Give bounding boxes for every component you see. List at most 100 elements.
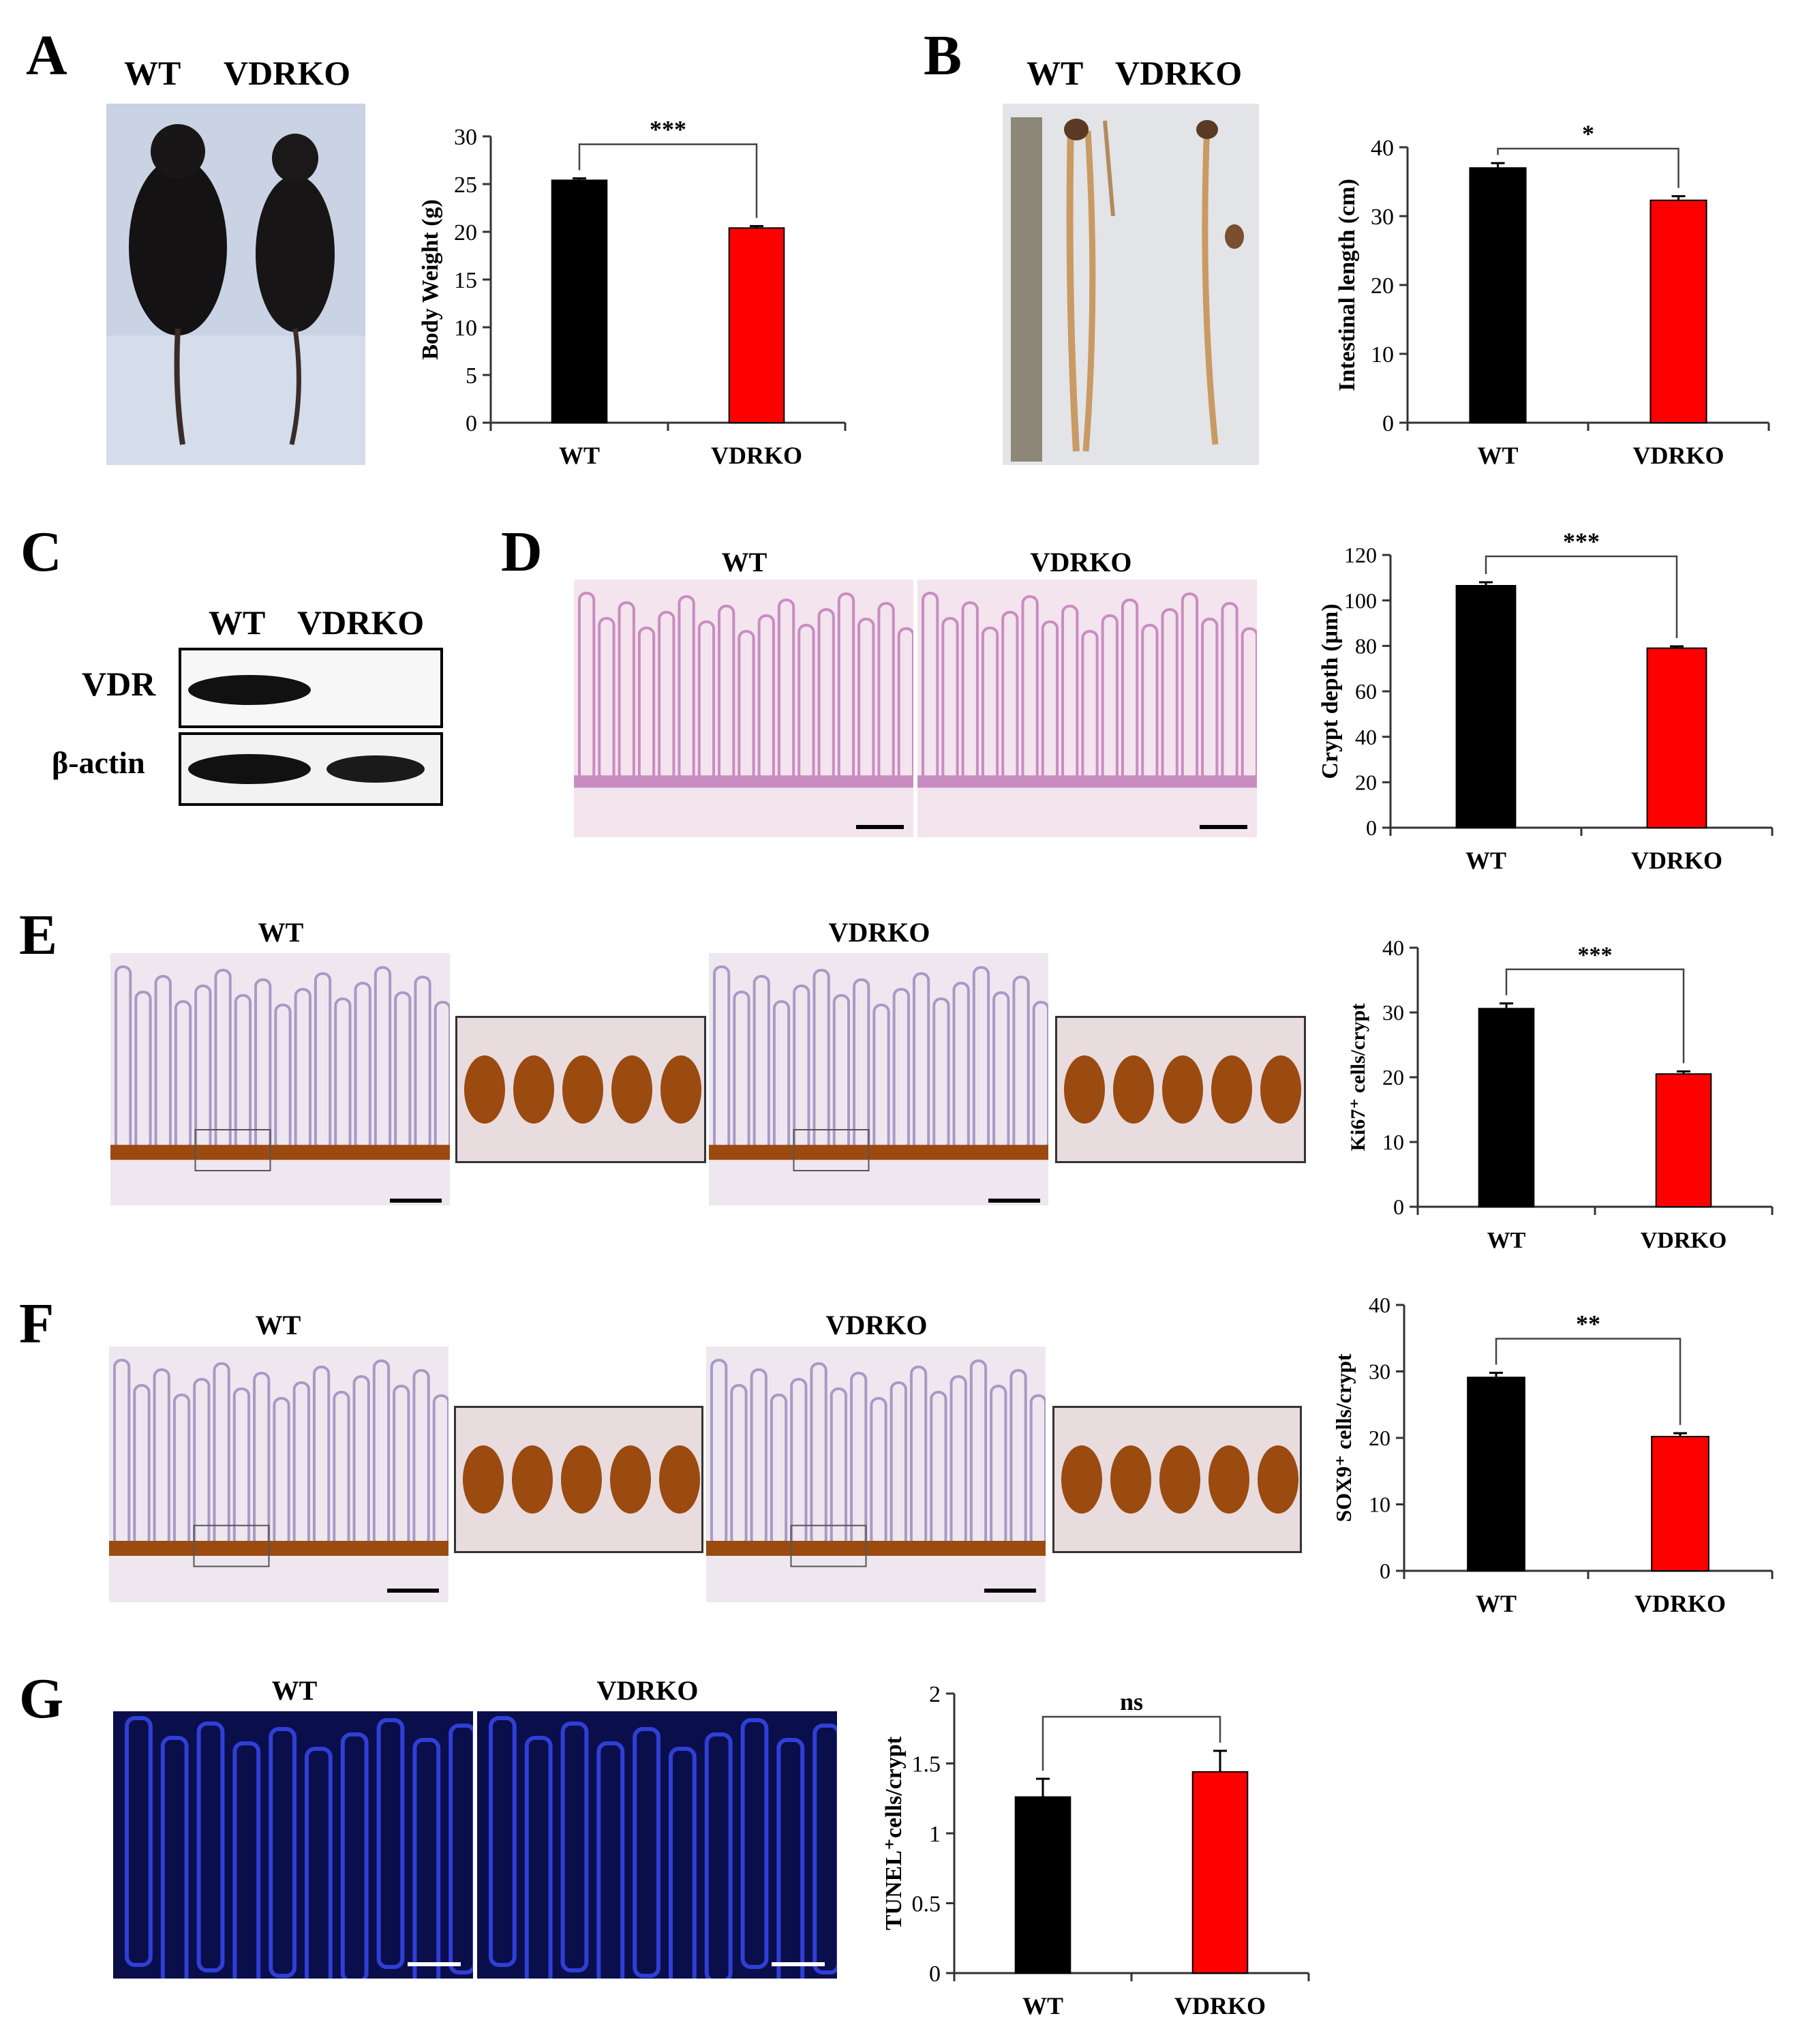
y-tick-label: 30 xyxy=(454,125,477,150)
y-tick-label: 0 xyxy=(929,1962,941,1987)
y-tick-label: 20 xyxy=(1371,273,1394,299)
vdr-blot xyxy=(179,648,443,728)
y-tick-label: 40 xyxy=(1371,136,1394,161)
panel-f-vdrko-label: VDRKO xyxy=(825,1310,928,1340)
ki67-chart: 0 10 20 30 40 Ki67⁺ cells/crypt WT VDRKO *** xyxy=(1347,935,1774,1253)
panel-letter-e: E xyxy=(19,903,58,967)
y-tick-label: 0 xyxy=(1393,1194,1404,1219)
y-tick-label: 100 xyxy=(1344,588,1377,613)
y-tick-label: 1 xyxy=(929,1822,941,1847)
panel-letter-c: C xyxy=(20,520,62,584)
scale-bar xyxy=(772,1962,825,1966)
bar-vdrko xyxy=(1191,1771,1249,1974)
y-tick-label: 10 xyxy=(1382,1130,1404,1154)
x-tick-label: WT xyxy=(1477,442,1518,469)
bar-vdrko xyxy=(1655,1073,1712,1207)
x-tick-label: VDRKO xyxy=(1635,1590,1726,1617)
significance-label: ns xyxy=(1120,1688,1143,1715)
y-tick-label: 10 xyxy=(454,316,477,341)
crypt-depth-chart: 0 20 40 60 80 100 120 Crypt depth (μm) WT VDRKO **… xyxy=(1318,528,1774,874)
blot-row-actin-label: β-actin xyxy=(52,745,145,780)
y-tick-label: 0 xyxy=(1382,411,1394,436)
tissue-texture xyxy=(709,953,1048,1205)
tissue-texture xyxy=(477,1711,837,1979)
panel-a-vdrko-label: VDRKO xyxy=(224,54,351,92)
zoom-region-box xyxy=(790,1524,867,1567)
y-axis-label: Body Weight (g) xyxy=(418,199,443,360)
mouse-photo xyxy=(106,104,365,465)
tissue-texture xyxy=(574,580,913,837)
blot-row-vdr-label: VDR xyxy=(82,665,156,703)
x-tick-label: WT xyxy=(1487,1228,1526,1253)
y-tick-label: 10 xyxy=(1369,1492,1390,1517)
actin-blot xyxy=(179,732,443,806)
y-axis-label: TUNEL⁺cells/crypt xyxy=(881,1736,907,1930)
y-tick-label: 1.5 xyxy=(912,1752,941,1777)
y-tick-label: 40 xyxy=(1355,725,1377,749)
he-histology-vdrko xyxy=(917,580,1257,837)
significance-label: *** xyxy=(1563,528,1600,555)
panel-letter-a: A xyxy=(26,24,67,87)
tunel-chart: 0 0.5 1 1.5 2 TUNEL⁺cells/crypt WT VDRKO ns xyxy=(881,1682,1310,2019)
zoom-region-box xyxy=(193,1524,270,1567)
sox9-chart: 0 10 20 30 40 SOX9⁺ cells/crypt WT VDRKO ** xyxy=(1331,1293,1774,1617)
panel-b-vdrko-label: VDRKO xyxy=(1115,54,1243,92)
significance-bracket xyxy=(1042,1715,1221,1771)
scale-bar xyxy=(408,1962,461,1966)
y-tick-label: 2 xyxy=(929,1682,941,1707)
sox9-ihc-vdrko xyxy=(706,1347,1046,1602)
significance-label: *** xyxy=(650,116,686,143)
tissue-texture xyxy=(1054,1408,1300,1551)
y-tick-label: 20 xyxy=(454,220,477,245)
sox9-ihc-wt-zoom xyxy=(454,1406,703,1553)
y-tick-label: 40 xyxy=(1382,935,1404,960)
x-tick-label: VDRKO xyxy=(1641,1228,1727,1253)
significance-bracket xyxy=(1497,147,1679,188)
tissue-texture xyxy=(110,953,450,1205)
y-tick-label: 15 xyxy=(454,268,477,293)
panel-c-vdrko-label: VDRKO xyxy=(297,603,425,642)
bar-vdrko xyxy=(1651,1436,1709,1572)
zoom-region-box xyxy=(194,1129,271,1171)
y-tick-label: 120 xyxy=(1344,543,1377,567)
y-tick-label: 20 xyxy=(1382,1065,1404,1089)
scale-bar xyxy=(984,1589,1036,1593)
y-tick-label: 80 xyxy=(1355,634,1377,659)
panel-g-wt-label: WT xyxy=(271,1675,318,1706)
significance-label: ** xyxy=(1576,1310,1600,1337)
bar-wt xyxy=(551,179,608,424)
significance-bracket xyxy=(1485,555,1678,638)
tunel-fluorescence-wt xyxy=(113,1711,473,1979)
panel-c-wt-label: WT xyxy=(209,603,266,642)
scale-bar xyxy=(856,825,904,829)
scale-bar xyxy=(390,1199,442,1203)
panel-d-wt-label: WT xyxy=(721,547,767,577)
bar-wt xyxy=(1455,585,1517,828)
panel-d-vdrko-label: VDRKO xyxy=(1030,547,1132,577)
y-tick-label: 25 xyxy=(454,172,477,198)
ki67-ihc-wt xyxy=(110,953,450,1205)
panel-letter-f: F xyxy=(19,1292,55,1355)
bar-vdrko xyxy=(728,227,785,423)
y-tick-label: 0 xyxy=(466,411,477,436)
scale-bar xyxy=(988,1199,1040,1203)
y-tick-label: 10 xyxy=(1371,342,1394,367)
y-tick-label: 60 xyxy=(1355,679,1377,704)
x-tick-label: WT xyxy=(559,442,600,469)
panel-e-wt-label: WT xyxy=(258,917,304,948)
significance-bracket xyxy=(1505,968,1685,1064)
x-tick-label: VDRKO xyxy=(1174,1992,1266,2019)
intestine-photo xyxy=(1003,104,1259,465)
x-tick-label: WT xyxy=(1465,847,1506,874)
tunel-fluorescence-vdrko xyxy=(477,1711,837,1979)
y-tick-label: 20 xyxy=(1355,770,1377,795)
tissue-texture xyxy=(113,1711,473,1979)
scale-bar xyxy=(387,1589,439,1593)
y-axis-label: Crypt depth (μm) xyxy=(1318,603,1343,779)
tissue-texture xyxy=(456,1408,701,1551)
x-tick-label: WT xyxy=(1476,1590,1517,1617)
bar-wt xyxy=(1469,167,1527,424)
tissue-texture xyxy=(706,1347,1046,1602)
y-tick-label: 30 xyxy=(1382,1000,1404,1025)
ki67-ihc-wt-zoom xyxy=(455,1016,706,1163)
